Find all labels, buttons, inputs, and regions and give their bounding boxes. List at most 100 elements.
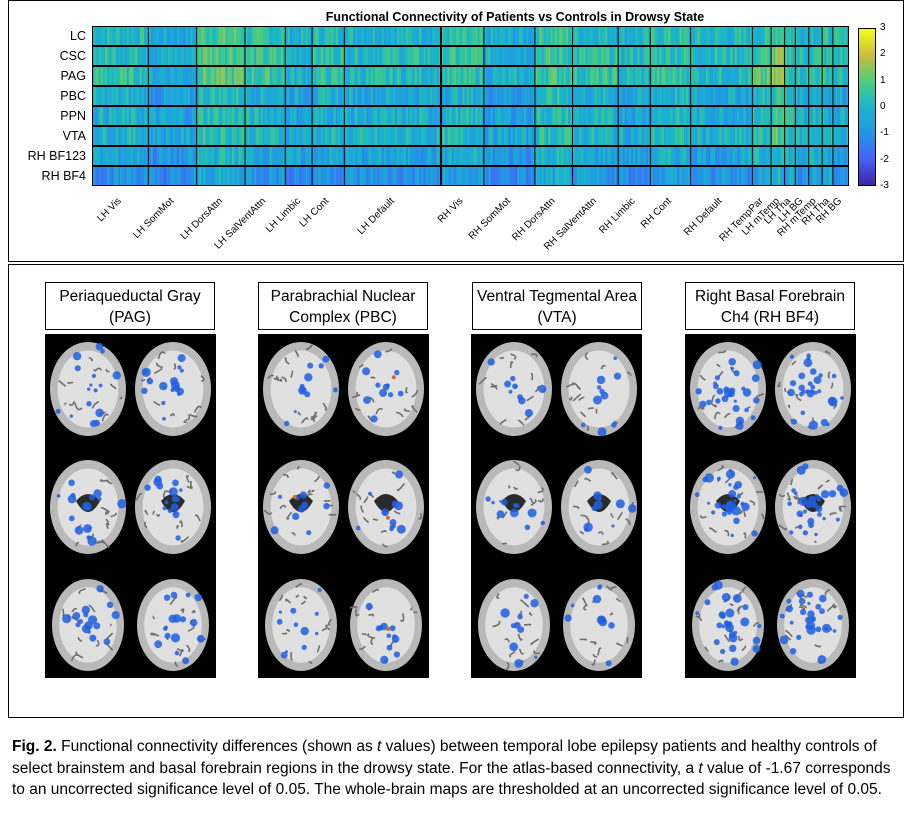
heatmap-cell <box>377 26 380 47</box>
sulcus <box>741 645 747 652</box>
heatmap-cell <box>335 126 339 147</box>
heatmap-cell <box>587 166 591 186</box>
heatmap-cell <box>686 126 689 147</box>
heatmap-cell <box>333 146 337 167</box>
heatmap-cell <box>585 166 589 186</box>
heatmap-cell <box>456 106 459 127</box>
heatmap-cell <box>405 86 409 107</box>
heatmap-cell <box>756 86 760 107</box>
heatmap-cell <box>196 106 200 127</box>
heatmap-cell <box>425 46 429 67</box>
heatmap-cell <box>717 146 720 167</box>
heatmap-cell <box>280 86 284 107</box>
heatmap-cell <box>381 26 385 47</box>
heatmap-cell <box>269 26 273 47</box>
colorbar-segment <box>858 109 876 113</box>
heatmap-cell <box>677 66 680 87</box>
activation-blob <box>194 593 203 602</box>
heatmap-cell <box>133 166 136 186</box>
white-matter <box>483 350 545 428</box>
heatmap-cell <box>760 86 764 107</box>
heatmap-cell <box>585 46 589 67</box>
heatmap-cell <box>216 146 220 167</box>
heatmap-cell <box>598 46 602 67</box>
heatmap-cell <box>165 166 169 186</box>
colorbar-segment <box>858 59 876 63</box>
heatmap-cell <box>386 106 389 127</box>
heatmap-cell <box>309 166 313 186</box>
activation-blob <box>752 360 762 370</box>
heatmap-cell <box>245 86 248 107</box>
activation-blob <box>752 644 761 653</box>
activation-blob <box>608 622 615 629</box>
heatmap-cell <box>683 166 687 186</box>
heatmap-cell <box>379 106 383 127</box>
heatmap-cell <box>750 46 753 67</box>
sulcus <box>355 608 360 617</box>
colorbar-segment <box>858 138 876 142</box>
panel-title-pbc: Parabrachial Nuclear Complex (PBC) <box>258 282 428 330</box>
heatmap-cell <box>613 46 617 67</box>
activation-blob <box>276 618 283 625</box>
sulcus <box>405 386 409 394</box>
heatmap-cell <box>488 66 491 87</box>
heatmap-cell <box>440 166 444 186</box>
heatmap-cell <box>550 106 554 127</box>
heatmap-cell <box>589 86 593 107</box>
heatmap-cell <box>777 126 781 147</box>
heatmap-cell <box>475 106 478 127</box>
heatmap-cell <box>346 66 350 87</box>
activation-blob <box>170 591 178 599</box>
heatmap-cell <box>283 46 286 67</box>
activation-blob <box>161 400 166 406</box>
heatmap-cell <box>618 166 621 186</box>
heatmap-cell <box>679 66 683 87</box>
heatmap-cell <box>331 166 334 186</box>
heatmap-cell <box>762 86 766 107</box>
heatmap-cell <box>611 146 615 167</box>
heatmap-cell <box>187 46 191 67</box>
heatmap-cell <box>447 166 450 186</box>
heatmap-cell <box>436 26 440 47</box>
activation-blob <box>182 657 190 665</box>
heatmap-cell <box>111 166 115 186</box>
heatmap-cell <box>131 66 134 87</box>
heatmap-cell <box>92 66 95 87</box>
heatmap-cell <box>342 146 345 167</box>
heatmap-cell <box>386 166 389 186</box>
heatmap-cell <box>194 146 198 167</box>
heatmap-cell <box>152 146 156 167</box>
heatmap-cell <box>483 46 487 67</box>
heatmap-cell <box>663 126 667 147</box>
heatmap-cell <box>137 46 141 67</box>
heatmap-cell <box>844 126 848 147</box>
activation-blob <box>805 624 810 630</box>
heatmap-cell <box>329 86 332 107</box>
heatmap-cell <box>364 106 367 127</box>
sulcus <box>508 650 516 658</box>
heatmap-cell <box>780 106 783 127</box>
heatmap-cell <box>405 146 409 167</box>
heatmap-cell <box>641 46 645 67</box>
heatmap-cell <box>650 26 653 47</box>
activation-blob <box>317 588 322 592</box>
heatmap-cell <box>791 86 794 107</box>
heatmap-cell <box>743 46 747 67</box>
heatmap-cell <box>240 26 244 47</box>
heatmap-cell <box>563 166 567 186</box>
heatmap-cell <box>256 26 259 47</box>
heatmap-cell <box>320 86 324 107</box>
heatmap-cell <box>368 166 372 186</box>
heatmap-cell <box>410 126 413 147</box>
heatmap-cell <box>532 66 536 87</box>
heatmap-cell <box>695 46 698 67</box>
heatmap-cell <box>581 126 584 147</box>
heatmap-cell <box>543 26 547 47</box>
heatmap-cell <box>681 86 685 107</box>
heatmap-cell <box>146 86 149 107</box>
sulcus <box>695 615 703 622</box>
heatmap-cell <box>357 66 361 87</box>
heatmap-cell <box>386 66 389 87</box>
heatmap-cell <box>133 146 136 167</box>
activation-blob <box>729 644 737 653</box>
